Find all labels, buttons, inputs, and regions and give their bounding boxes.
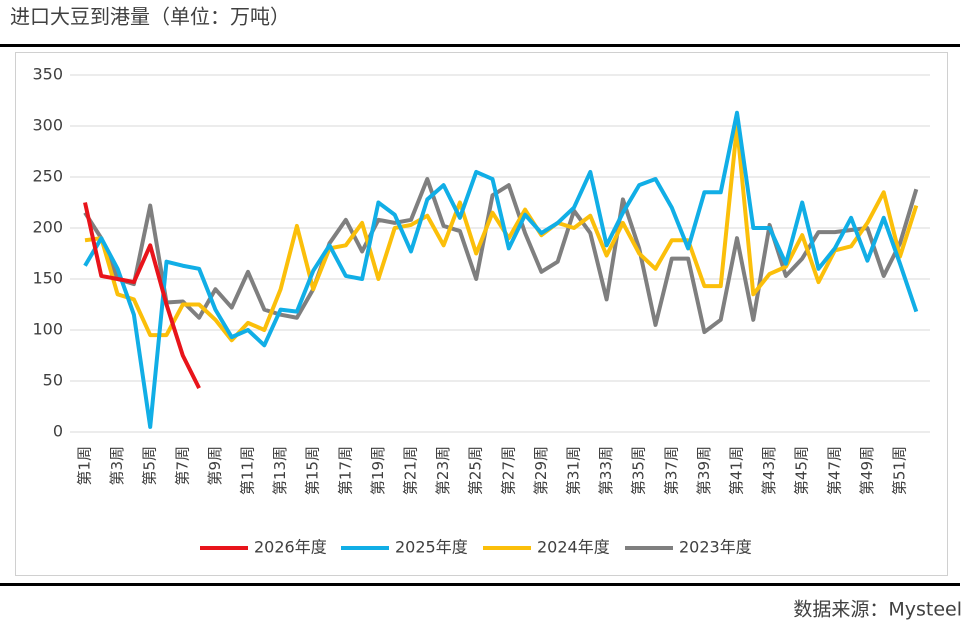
legend-label: 2025年度 <box>395 538 468 557</box>
x-tick-label: 第45周 <box>793 446 811 495</box>
x-tick-label: 第41周 <box>728 446 746 495</box>
x-tick-label: 第7周 <box>173 446 191 486</box>
series-line <box>83 110 919 429</box>
x-tick-label: 第25周 <box>467 446 485 495</box>
x-tick-label: 第21周 <box>402 446 420 495</box>
x-tick-label: 第13周 <box>271 446 289 495</box>
y-tick-label: 100 <box>32 320 63 339</box>
y-tick-label: 50 <box>43 371 63 390</box>
x-tick-label: 第47周 <box>825 446 843 495</box>
y-tick-label: 150 <box>32 269 63 288</box>
legend-label: 2024年度 <box>537 538 610 557</box>
plot-frame <box>15 52 948 576</box>
legend-label: 2026年度 <box>254 538 327 557</box>
rule <box>0 583 960 586</box>
x-tick-label: 第9周 <box>206 446 224 486</box>
legend-label: 2023年度 <box>679 538 752 557</box>
x-tick-label: 第17周 <box>336 446 354 495</box>
x-tick-label: 第39周 <box>695 446 713 495</box>
x-tick-label: 第49周 <box>858 446 876 495</box>
x-tick-label: 第15周 <box>304 446 322 495</box>
x-tick-label: 第51周 <box>891 446 909 495</box>
x-tick-label: 第23周 <box>434 446 452 495</box>
x-tick-label: 第33周 <box>597 446 615 495</box>
y-tick-label: 350 <box>32 65 63 84</box>
x-tick-label: 第27周 <box>499 446 517 495</box>
x-tick-label: 第11周 <box>239 446 257 495</box>
x-tick-label: 第35周 <box>630 446 648 495</box>
chart-title: 进口大豆到港量（单位：万吨） <box>10 5 290 29</box>
x-tick-label: 第43周 <box>760 446 778 495</box>
x-tick-label: 第1周 <box>76 446 94 486</box>
x-tick-label: 第19周 <box>369 446 387 495</box>
x-tick-label: 第31周 <box>565 446 583 495</box>
source: 数据来源：Mysteel <box>793 599 962 621</box>
y-tick-label: 300 <box>32 116 63 135</box>
y-tick-label: 0 <box>53 422 63 441</box>
x-tick-label: 第5周 <box>141 446 159 486</box>
x-tick-label: 第3周 <box>108 446 126 486</box>
series-line <box>84 124 919 343</box>
x-tick-label: 第37周 <box>662 446 680 495</box>
x-tick-label: 第29周 <box>532 446 550 495</box>
y-tick-label: 250 <box>32 167 63 186</box>
y-tick-label: 200 <box>32 218 63 237</box>
series-line <box>83 202 201 390</box>
rule <box>0 44 960 47</box>
